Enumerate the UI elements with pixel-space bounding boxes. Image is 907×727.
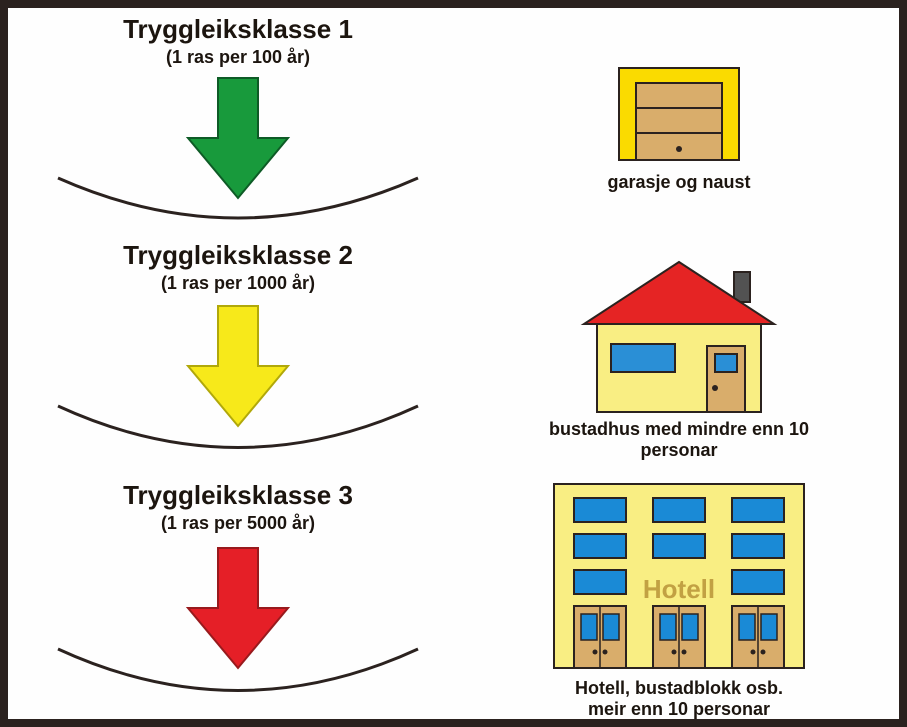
arrow-red-icon [188, 548, 288, 668]
house-icon [559, 254, 799, 419]
row1-caption: garasje og naust [479, 172, 879, 193]
row3-right: Hotell Hotell, b [479, 476, 879, 719]
row3-caption2: meir enn 10 personar [479, 699, 879, 720]
row2-left: Tryggleiksklasse 2 (1 ras per 1000 år) [8, 236, 468, 464]
row-2: Tryggleiksklasse 2 (1 ras per 1000 år) [8, 236, 899, 476]
row3-title: Tryggleiksklasse 3 [8, 480, 468, 511]
row-1: Tryggleiksklasse 1 (1 ras per 100 år) ga… [8, 8, 899, 238]
row3-subtitle: (1 ras per 5000 år) [8, 513, 468, 534]
row2-title: Tryggleiksklasse 2 [8, 240, 468, 271]
row-3: Tryggleiksklasse 3 (1 ras per 5000 år) [8, 476, 899, 726]
row2-subtitle: (1 ras per 1000 år) [8, 273, 468, 294]
row3-arrow-curve [28, 534, 448, 709]
row2-right: bustadhus med mindre enn 10 personar [479, 254, 879, 460]
hotel-sign-text: Hotell [643, 574, 715, 604]
row1-right: garasje og naust [479, 63, 879, 193]
hotel-icon: Hotell [529, 476, 829, 676]
row2-caption1: bustadhus med mindre enn 10 [479, 419, 879, 440]
garage-icon [594, 63, 764, 168]
row1-arrow-curve [28, 68, 448, 233]
diagram-frame: Tryggleiksklasse 1 (1 ras per 100 år) ga… [0, 0, 907, 727]
row1-left: Tryggleiksklasse 1 (1 ras per 100 år) [8, 8, 468, 233]
row1-subtitle: (1 ras per 100 år) [8, 47, 468, 68]
arrow-green-icon [188, 78, 288, 198]
row2-caption2: personar [479, 440, 879, 461]
arrow-yellow-icon [188, 306, 288, 426]
row3-caption1: Hotell, bustadblokk osb. [479, 678, 879, 699]
row3-left: Tryggleiksklasse 3 (1 ras per 5000 år) [8, 476, 468, 709]
row1-title: Tryggleiksklasse 1 [8, 14, 468, 45]
row2-arrow-curve [28, 294, 448, 464]
